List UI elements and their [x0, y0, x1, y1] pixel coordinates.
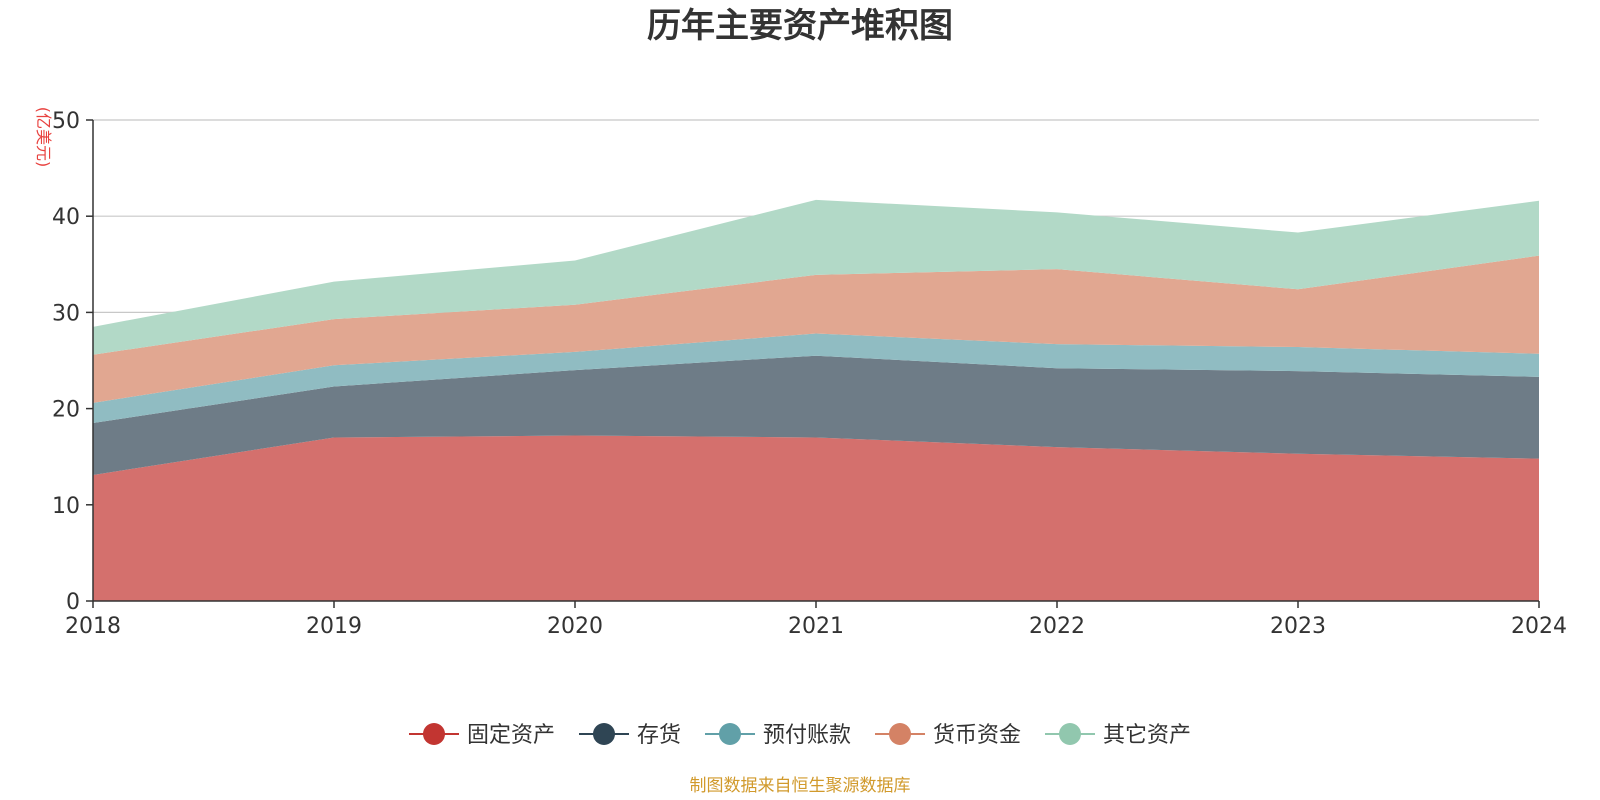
legend-marker-circle-icon	[422, 723, 445, 745]
y-tick-label: 0	[66, 590, 80, 615]
x-tick-label: 2021	[788, 614, 844, 639]
area-series-2	[93, 355, 1539, 475]
x-tick-label: 2019	[306, 614, 362, 639]
chart-title: 历年主要资产堆积图	[647, 6, 953, 46]
y-tick-label: 30	[52, 301, 80, 326]
legend-item-1[interactable]: 固定资产	[408, 723, 555, 748]
legend-label: 预付账款	[763, 723, 851, 748]
legend-item-3[interactable]: 预付账款	[704, 723, 851, 748]
area-layer	[93, 199, 1539, 601]
area-series-1	[93, 435, 1539, 601]
legend-label: 固定资产	[467, 723, 555, 748]
x-tick-label: 2022	[1029, 614, 1085, 639]
y-axis-unit-label: (亿美元)	[34, 107, 53, 168]
legend-label: 货币资金	[933, 723, 1021, 748]
legend-item-5[interactable]: 其它资产	[1045, 723, 1191, 748]
legend-marker-circle-icon	[592, 723, 615, 745]
legend-label: 其它资产	[1103, 723, 1191, 748]
area-series-4	[93, 255, 1539, 403]
legend-marker-circle-icon	[718, 723, 741, 745]
x-tick-label: 2020	[547, 614, 603, 639]
legend-label: 存货	[637, 723, 681, 748]
legend-marker-circle-icon	[1059, 723, 1082, 745]
x-tick-label: 2023	[1270, 614, 1326, 639]
area-series-3	[93, 333, 1539, 424]
y-tick-label: 20	[52, 398, 80, 423]
legend-item-2[interactable]: 存货	[578, 723, 681, 748]
y-tick-label: 40	[52, 205, 80, 230]
legend-item-4[interactable]: 货币资金	[875, 723, 1021, 748]
x-tick-label: 2024	[1511, 614, 1567, 639]
legend: 固定资产 存货 预付账款 货币资金 其它资产	[408, 723, 1191, 748]
y-tick-label: 10	[52, 494, 80, 519]
legend-marker-circle-icon	[889, 723, 912, 745]
data-source-note: 制图数据来自恒生聚源数据库	[690, 776, 911, 796]
area-series-5	[93, 199, 1539, 355]
y-tick-label: 50	[52, 109, 80, 134]
axis-layer: 0 10 20 30 40 50 2018 2019 2020 2021 2022 2023 2024	[52, 109, 1567, 639]
x-tick-label: 2018	[65, 614, 121, 639]
